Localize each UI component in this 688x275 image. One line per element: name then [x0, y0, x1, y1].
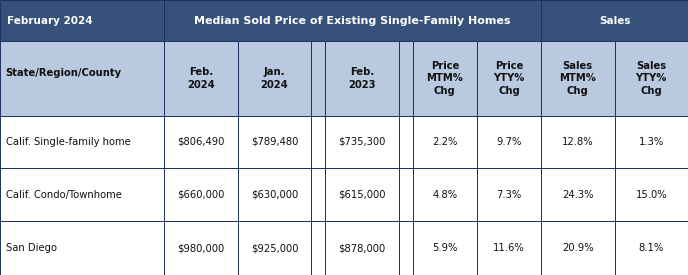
- Bar: [413, 41, 477, 116]
- Bar: [0, 41, 164, 116]
- Text: Price
YTY%
Chg: Price YTY% Chg: [493, 60, 525, 96]
- Bar: [237, 221, 311, 275]
- Bar: [237, 168, 311, 221]
- Text: 8.1%: 8.1%: [638, 243, 664, 253]
- Bar: [477, 221, 541, 275]
- Text: 4.8%: 4.8%: [432, 190, 458, 200]
- Bar: [541, 116, 614, 168]
- Bar: [311, 221, 325, 275]
- Bar: [311, 116, 325, 168]
- Bar: [164, 221, 237, 275]
- Bar: [541, 41, 614, 116]
- Text: Sales
YTY%
Chg: Sales YTY% Chg: [636, 60, 667, 96]
- Bar: [477, 41, 541, 116]
- Bar: [614, 221, 688, 275]
- Bar: [311, 168, 325, 221]
- Bar: [541, 221, 614, 275]
- Text: $925,000: $925,000: [250, 243, 298, 253]
- Bar: [325, 41, 399, 116]
- Text: 7.3%: 7.3%: [496, 190, 522, 200]
- Bar: [0, 168, 164, 221]
- Bar: [399, 168, 413, 221]
- Text: Sales
MTM%
Chg: Sales MTM% Chg: [559, 60, 596, 96]
- Text: 11.6%: 11.6%: [493, 243, 525, 253]
- Bar: [614, 168, 688, 221]
- Text: Price
MTM%
Chg: Price MTM% Chg: [427, 60, 463, 96]
- Text: 15.0%: 15.0%: [636, 190, 667, 200]
- Text: Median Sold Price of Existing Single-Family Homes: Median Sold Price of Existing Single-Fam…: [194, 16, 511, 26]
- Text: Sales: Sales: [599, 16, 630, 26]
- Bar: [399, 221, 413, 275]
- Text: 24.3%: 24.3%: [562, 190, 594, 200]
- Bar: [325, 221, 399, 275]
- Text: Calif. Single-family home: Calif. Single-family home: [6, 137, 130, 147]
- Text: $980,000: $980,000: [178, 243, 224, 253]
- Bar: [541, 168, 614, 221]
- Text: 20.9%: 20.9%: [562, 243, 594, 253]
- Text: $615,000: $615,000: [338, 190, 386, 200]
- Bar: [237, 41, 311, 116]
- Text: $630,000: $630,000: [251, 190, 298, 200]
- Text: State/Region/County: State/Region/County: [6, 68, 122, 78]
- Bar: [164, 0, 541, 41]
- Text: Feb.
2023: Feb. 2023: [348, 67, 376, 90]
- Text: $789,480: $789,480: [250, 137, 298, 147]
- Bar: [399, 41, 413, 116]
- Text: 5.9%: 5.9%: [432, 243, 458, 253]
- Bar: [164, 168, 237, 221]
- Text: 9.7%: 9.7%: [496, 137, 522, 147]
- Bar: [477, 168, 541, 221]
- Text: Jan.
2024: Jan. 2024: [261, 67, 288, 90]
- Bar: [311, 41, 325, 116]
- Bar: [0, 116, 164, 168]
- Bar: [164, 116, 237, 168]
- Text: 1.3%: 1.3%: [638, 137, 664, 147]
- Bar: [325, 168, 399, 221]
- Bar: [413, 116, 477, 168]
- Text: Calif. Condo/Townhome: Calif. Condo/Townhome: [6, 190, 121, 200]
- Bar: [164, 41, 237, 116]
- Bar: [399, 116, 413, 168]
- Bar: [237, 116, 311, 168]
- Bar: [325, 116, 399, 168]
- Text: $806,490: $806,490: [178, 137, 224, 147]
- Bar: [541, 0, 688, 41]
- Bar: [477, 116, 541, 168]
- Text: $660,000: $660,000: [178, 190, 224, 200]
- Bar: [413, 221, 477, 275]
- Text: 12.8%: 12.8%: [562, 137, 594, 147]
- Text: $735,300: $735,300: [338, 137, 386, 147]
- Bar: [614, 116, 688, 168]
- Text: Feb.
2024: Feb. 2024: [187, 67, 215, 90]
- Text: February 2024: February 2024: [7, 16, 92, 26]
- Text: $878,000: $878,000: [338, 243, 385, 253]
- Bar: [0, 221, 164, 275]
- Text: San Diego: San Diego: [6, 243, 56, 253]
- Text: 2.2%: 2.2%: [432, 137, 458, 147]
- Bar: [614, 41, 688, 116]
- Bar: [413, 168, 477, 221]
- Bar: [0, 0, 164, 41]
